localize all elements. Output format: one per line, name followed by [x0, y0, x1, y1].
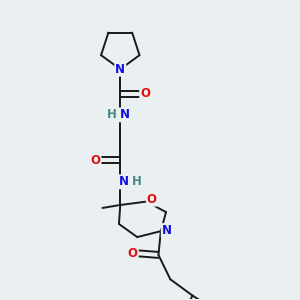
Text: O: O — [147, 193, 157, 206]
Text: O: O — [128, 247, 138, 260]
Text: N: N — [162, 224, 172, 237]
Text: N: N — [120, 108, 130, 122]
Text: H: H — [132, 175, 142, 188]
Text: N: N — [115, 63, 125, 76]
Text: H: H — [106, 108, 116, 122]
Text: O: O — [140, 87, 150, 100]
Text: O: O — [90, 154, 100, 167]
Text: N: N — [119, 175, 129, 188]
